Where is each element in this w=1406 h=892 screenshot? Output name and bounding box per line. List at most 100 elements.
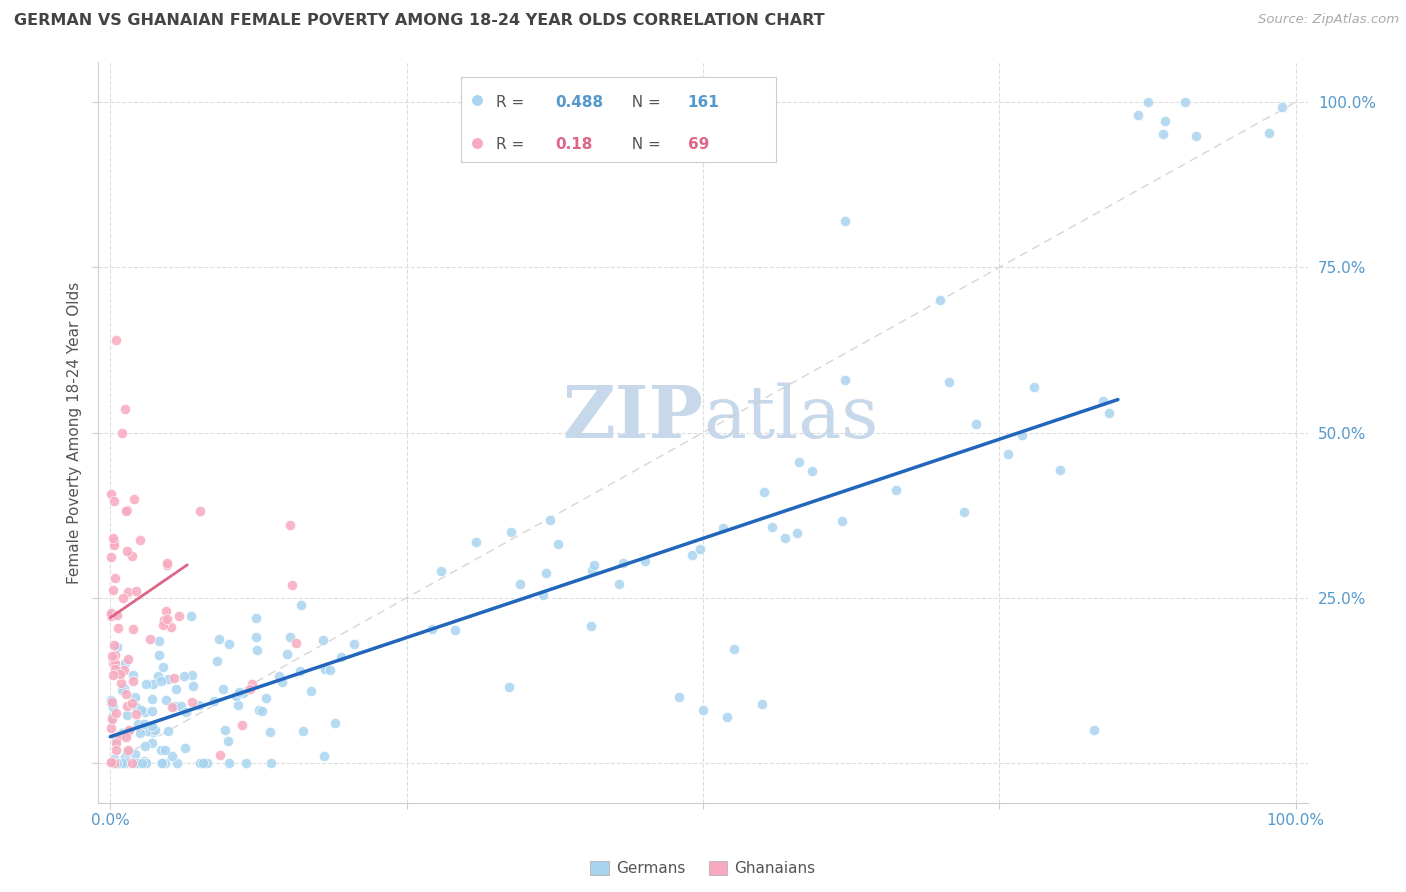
Point: [117, 723, 139, 738]
Point: [103, 534, 125, 549]
Point: [787, 455, 810, 469]
Point: [167, 608, 190, 623]
Point: [323, 715, 346, 730]
Point: [101, 756, 124, 771]
Point: [509, 577, 531, 591]
Text: ZIP: ZIP: [562, 383, 703, 453]
Point: [110, 756, 132, 771]
Point: [291, 724, 314, 739]
Point: [314, 661, 336, 675]
Point: [103, 583, 125, 598]
Point: [129, 703, 152, 717]
Point: [1098, 406, 1121, 420]
Point: [952, 505, 974, 519]
Point: [111, 683, 134, 698]
Point: [141, 692, 163, 706]
Point: [112, 681, 135, 695]
Point: [583, 558, 606, 572]
Point: [100, 721, 122, 735]
Point: [174, 741, 197, 756]
Point: [149, 743, 172, 757]
Point: [1152, 127, 1174, 141]
Point: [319, 663, 342, 677]
Point: [100, 693, 122, 707]
Point: [281, 578, 304, 592]
Point: [132, 716, 155, 731]
Point: [155, 604, 177, 618]
Point: [108, 667, 131, 681]
Point: [299, 683, 322, 698]
Point: [117, 724, 139, 739]
Point: [692, 703, 714, 717]
Point: [212, 681, 235, 696]
Point: [103, 494, 125, 508]
Point: [170, 698, 193, 713]
Point: [831, 514, 853, 528]
Point: [111, 726, 134, 740]
Point: [115, 699, 138, 714]
Point: [343, 636, 366, 650]
Point: [218, 636, 240, 650]
Point: [166, 756, 188, 771]
Point: [202, 694, 225, 708]
Point: [157, 724, 180, 739]
Point: [1011, 427, 1033, 442]
Point: [108, 756, 131, 770]
Point: [1137, 95, 1160, 109]
Point: [115, 543, 138, 558]
Point: [153, 743, 176, 757]
Point: [761, 520, 783, 534]
Point: [1258, 126, 1281, 140]
Point: [114, 756, 136, 771]
Point: [160, 748, 183, 763]
Point: [751, 697, 773, 711]
Point: [278, 630, 301, 644]
Point: [127, 717, 149, 731]
Point: [101, 649, 124, 664]
Point: [125, 706, 148, 721]
Point: [773, 531, 796, 545]
Point: [271, 674, 294, 689]
Y-axis label: Female Poverty Among 18-24 Year Olds: Female Poverty Among 18-24 Year Olds: [66, 282, 82, 583]
Point: [191, 756, 214, 771]
Point: [100, 756, 122, 771]
Point: [142, 677, 165, 691]
Point: [188, 698, 211, 712]
Point: [100, 550, 122, 565]
Point: [1128, 108, 1150, 122]
Point: [163, 699, 186, 714]
Point: [148, 669, 170, 683]
Point: [114, 401, 136, 416]
Point: [129, 726, 152, 740]
Point: [155, 693, 177, 707]
Point: [834, 373, 856, 387]
Point: [105, 756, 128, 771]
Point: [269, 669, 291, 683]
Point: [122, 491, 145, 506]
Point: [115, 725, 138, 739]
Point: [149, 756, 172, 771]
Point: [246, 643, 269, 657]
Point: [1154, 114, 1177, 128]
Point: [547, 537, 569, 551]
Point: [141, 719, 163, 733]
Point: [612, 556, 634, 570]
Point: [290, 599, 312, 613]
Point: [195, 756, 218, 771]
Point: [141, 736, 163, 750]
Point: [245, 611, 267, 625]
Point: [579, 619, 602, 633]
Point: [104, 648, 127, 662]
Point: [105, 333, 128, 347]
Point: [103, 538, 125, 552]
Point: [245, 630, 267, 644]
Point: [239, 682, 262, 697]
Point: [312, 632, 335, 647]
Point: [929, 293, 952, 308]
Point: [114, 731, 136, 745]
Point: [214, 723, 236, 737]
Text: atlas: atlas: [703, 383, 879, 453]
Point: [280, 517, 302, 532]
Point: [160, 620, 183, 634]
Point: [259, 724, 281, 739]
